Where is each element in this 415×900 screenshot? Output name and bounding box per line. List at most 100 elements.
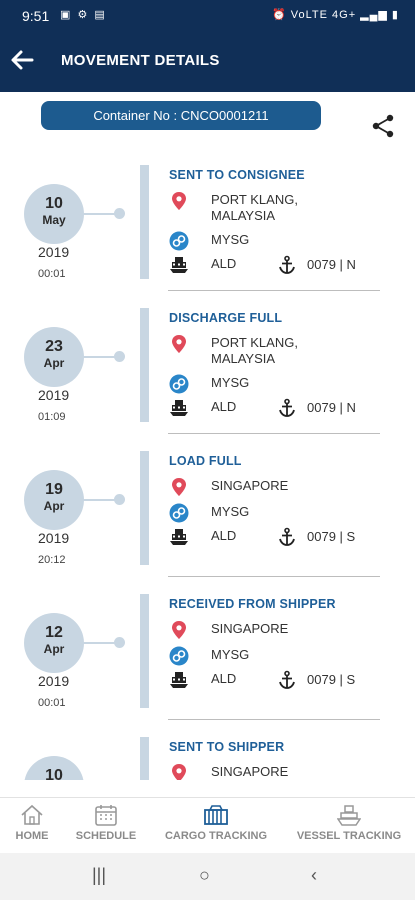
home-system-icon[interactable]: ○ — [199, 865, 210, 885]
ship-icon — [170, 400, 188, 416]
event-agent: MYSG — [211, 232, 250, 247]
recent-apps-icon[interactable]: ||| — [92, 865, 107, 885]
timeline-dot — [114, 637, 125, 648]
page-title: MOVEMENT DETAILS — [61, 52, 220, 69]
event-status: RECEIVED FROM SHIPPER — [169, 597, 336, 611]
anchor-icon — [279, 398, 295, 417]
bottom-navigation: HOME SCHEDULE CARGO TRACKING VESSEL TRAC… — [0, 797, 415, 853]
item-divider — [168, 576, 380, 577]
event-month: May — [42, 213, 66, 227]
location-pin-icon — [172, 335, 186, 353]
agent-link-icon — [169, 503, 189, 523]
event-vessel: ALD — [211, 671, 237, 686]
item-divider — [168, 290, 380, 291]
event-day: 10 — [45, 767, 63, 780]
event-time: 00:01 — [38, 268, 66, 280]
nav-cargo-tracking[interactable]: CARGO TRACKING — [160, 804, 272, 842]
arrow-left-icon[interactable] — [8, 46, 36, 74]
back-system-icon[interactable]: ‹ — [311, 865, 317, 885]
status-time: 9:51 — [22, 8, 50, 24]
timeline-bar — [140, 737, 149, 780]
event-year: 2019 — [38, 244, 70, 260]
timeline-connector — [78, 642, 118, 644]
container-icon — [204, 805, 228, 825]
container-number-badge: Container No : CNCO0001211 — [41, 101, 321, 130]
home-icon — [21, 804, 43, 825]
status-bar: 9:51 ▣ ⚙ ▤ ⏰ VoLTE 4G+ ▂▄▆ ▮ — [0, 0, 415, 32]
timeline-connector — [78, 213, 118, 215]
nav-schedule-label: SCHEDULE — [75, 830, 137, 842]
ship-icon — [170, 529, 188, 545]
location-pin-icon — [172, 621, 186, 639]
app-header: MOVEMENT DETAILS — [0, 32, 415, 92]
date-bubble: 23 Apr — [24, 327, 84, 387]
timeline-dot — [114, 494, 125, 505]
timeline-connector — [78, 499, 118, 501]
status-notification-icons: ▣ ⚙ ▤ — [60, 9, 107, 21]
timeline-bar — [140, 594, 149, 708]
event-location: SINGAPORE — [211, 764, 289, 779]
nav-home[interactable]: HOME — [10, 804, 54, 842]
event-status: SENT TO SHIPPER — [169, 740, 285, 754]
event-month: Apr — [43, 642, 65, 656]
movement-item: 19 Apr 2019 20:12 LOAD FULL SINGAPORE MY… — [0, 446, 415, 589]
event-voyage: 0079 | N — [307, 400, 356, 415]
movement-item: 10 May 2019 00:01 SENT TO CONSIGNEE PORT… — [0, 160, 415, 303]
event-location: SINGAPORE — [211, 478, 289, 493]
status-system-icons: ⏰ VoLTE 4G+ ▂▄▆ ▮ — [272, 9, 399, 21]
event-voyage: 0079 | N — [307, 257, 356, 272]
calendar-icon — [95, 805, 117, 826]
nav-cargo-label: CARGO TRACKING — [164, 830, 268, 842]
anchor-icon — [279, 527, 295, 546]
event-year: 2019 — [38, 530, 70, 546]
agent-link-icon — [169, 374, 189, 394]
event-status: LOAD FULL — [169, 454, 242, 468]
event-time: 00:01 — [38, 697, 66, 709]
movement-item: 10 Apr 2019 SENT TO SHIPPER SINGAPORE — [0, 732, 415, 780]
anchor-icon — [279, 670, 295, 689]
item-divider — [168, 719, 380, 720]
timeline-bar — [140, 165, 149, 279]
item-divider — [168, 433, 380, 434]
nav-schedule[interactable]: SCHEDULE — [72, 804, 140, 842]
event-year: 2019 — [38, 387, 70, 403]
date-bubble: 19 Apr — [24, 470, 84, 530]
ship-icon — [170, 257, 188, 273]
event-time: 01:09 — [38, 411, 66, 423]
movement-list[interactable]: 10 May 2019 00:01 SENT TO CONSIGNEE PORT… — [0, 160, 415, 780]
event-status: DISCHARGE FULL — [169, 311, 283, 325]
event-vessel: ALD — [211, 528, 237, 543]
event-location: PORT KLANG, MALAYSIA — [211, 192, 298, 223]
nav-vessel-tracking[interactable]: VESSEL TRACKING — [292, 804, 406, 842]
agent-link-icon — [169, 646, 189, 666]
system-navigation-bar: ||| ○ ‹ — [0, 853, 415, 900]
ship-icon — [170, 672, 188, 688]
date-bubble: 12 Apr — [24, 613, 84, 673]
event-location: SINGAPORE — [211, 621, 289, 636]
event-year: 2019 — [38, 673, 70, 689]
event-voyage: 0079 | S — [307, 529, 356, 544]
event-agent: MYSG — [211, 647, 250, 662]
event-month: Apr — [43, 356, 65, 370]
share-icon[interactable] — [370, 113, 396, 139]
movement-item: 23 Apr 2019 01:09 DISCHARGE FULL PORT KL… — [0, 303, 415, 446]
anchor-icon — [279, 255, 295, 274]
movement-item: 12 Apr 2019 00:01 RECEIVED FROM SHIPPER … — [0, 589, 415, 732]
location-pin-icon — [172, 478, 186, 496]
event-day: 10 — [45, 195, 63, 212]
timeline-dot — [114, 208, 125, 219]
date-bubble: 10 May — [24, 184, 84, 244]
agent-link-icon — [169, 231, 189, 251]
vessel-icon — [337, 805, 361, 826]
event-voyage: 0079 | S — [307, 672, 356, 687]
event-agent: MYSG — [211, 375, 250, 390]
date-bubble: 10 Apr — [24, 756, 84, 780]
event-location: PORT KLANG, MALAYSIA — [211, 335, 298, 366]
event-vessel: ALD — [211, 399, 237, 414]
timeline-dot — [114, 351, 125, 362]
event-status: SENT TO CONSIGNEE — [169, 168, 305, 182]
event-day: 12 — [45, 624, 63, 641]
location-pin-icon — [172, 192, 186, 210]
timeline-bar — [140, 308, 149, 422]
event-day: 19 — [45, 481, 63, 498]
